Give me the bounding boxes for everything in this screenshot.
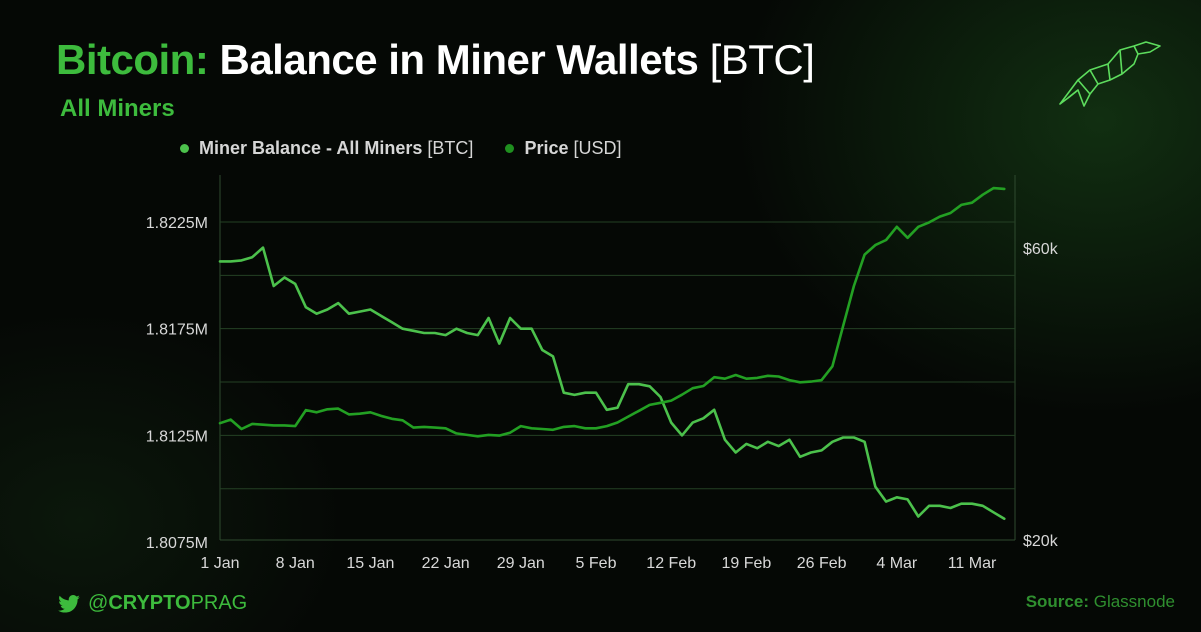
y-right-tick-label: $20k bbox=[1023, 533, 1059, 550]
x-tick-label: 26 Feb bbox=[797, 555, 847, 572]
chart-subtitle: All Miners bbox=[60, 95, 175, 122]
legend-dot-price bbox=[505, 144, 515, 153]
x-tick-label: 19 Feb bbox=[722, 555, 772, 572]
x-tick-label: 5 Feb bbox=[576, 555, 617, 572]
x-tick-label: 8 Jan bbox=[276, 555, 315, 572]
y-left-tick-label: 1.8125M bbox=[146, 428, 208, 445]
x-tick-label: 15 Jan bbox=[346, 555, 394, 572]
handle-prefix: @ bbox=[88, 592, 109, 614]
title-accent: Bitcoin: bbox=[56, 36, 209, 83]
legend-unit-price: [USD] bbox=[573, 138, 622, 158]
x-tick-label: 22 Jan bbox=[422, 555, 470, 572]
x-tick-label: 12 Feb bbox=[646, 555, 696, 572]
legend-item-price: Price [USD] bbox=[505, 138, 622, 159]
y-left-tick-label: 1.8175M bbox=[146, 322, 208, 339]
y-left-tick-label: 1.8225M bbox=[146, 215, 208, 232]
chart-legend: Miner Balance - All Miners [BTC] Price [… bbox=[180, 138, 622, 159]
series-line-price bbox=[218, 186, 1006, 438]
y-left-tick-label: 1.8075M bbox=[146, 535, 208, 552]
title-main: Balance in Miner Wallets bbox=[219, 36, 699, 83]
handle-rest: PRAG bbox=[190, 592, 248, 614]
legend-label-balance: Miner Balance - All Miners bbox=[199, 138, 423, 158]
legend-item-balance: Miner Balance - All Miners [BTC] bbox=[180, 138, 473, 159]
bull-logo-icon bbox=[1059, 41, 1161, 107]
title-unit: [BTC] bbox=[709, 36, 815, 83]
source-label: Source: bbox=[1025, 592, 1089, 611]
x-tick-label: 29 Jan bbox=[497, 555, 545, 572]
x-tick-label: 1 Jan bbox=[200, 555, 239, 572]
y-right-tick-label: $60k bbox=[1023, 241, 1059, 258]
x-tick-label: 11 Mar bbox=[948, 555, 997, 572]
source-name: Glassnode bbox=[1093, 592, 1175, 611]
twitter-handle[interactable]: @CRYPTOPRAG bbox=[58, 592, 247, 615]
source-credit: Source: Glassnode bbox=[1026, 592, 1175, 612]
twitter-bird-icon bbox=[58, 594, 80, 613]
legend-dot-balance bbox=[180, 144, 189, 153]
x-tick-label: 4 Mar bbox=[876, 555, 918, 572]
handle-bold: CRYPTO bbox=[108, 592, 191, 614]
legend-label-price: Price bbox=[524, 138, 569, 158]
legend-unit-balance: [BTC] bbox=[427, 138, 474, 158]
series-line-miner-balance bbox=[218, 246, 1006, 521]
chart-title: Bitcoin: Balance in Miner Wallets [BTC] bbox=[56, 36, 815, 84]
